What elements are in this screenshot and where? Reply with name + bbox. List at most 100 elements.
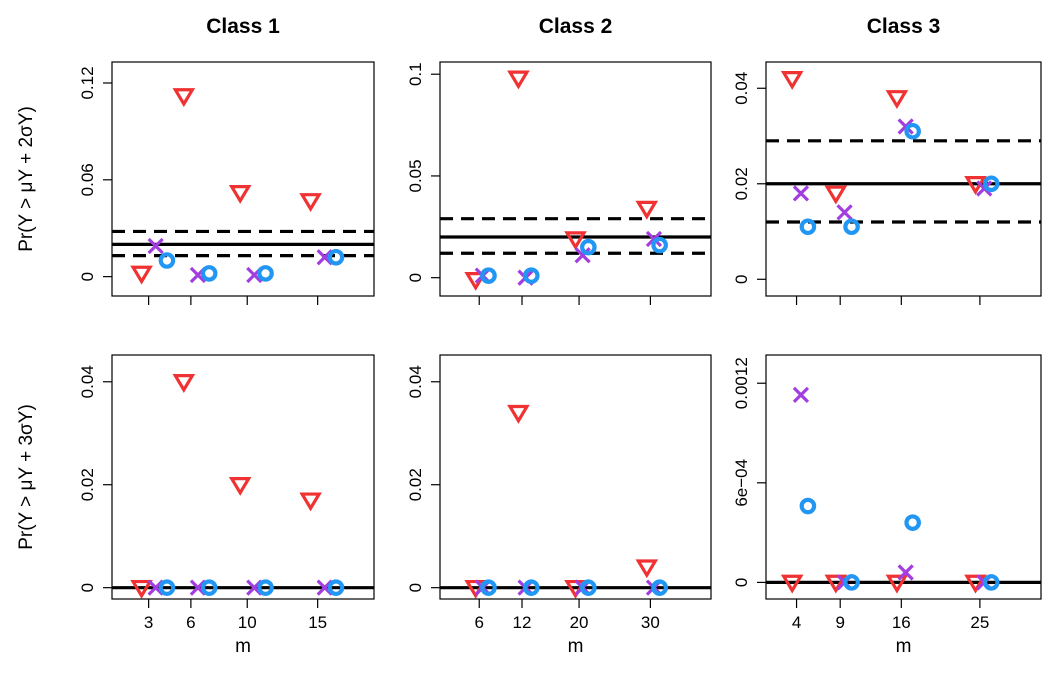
panel-1-1: 0 0.02 0.04 6 12 20 30 m: [406, 354, 712, 657]
y-tick-label: 0: [78, 583, 97, 592]
cross-point: [897, 564, 914, 581]
cross-point: [792, 386, 810, 403]
plot-frame: [111, 61, 375, 297]
circle-point: [158, 579, 176, 596]
circle-point: [327, 248, 345, 266]
panel-title: Class 1: [206, 15, 280, 38]
triangle-point: [299, 492, 322, 512]
plot-frame: [765, 354, 1042, 600]
x-tick-label: 30: [641, 613, 660, 632]
marks: [780, 386, 1000, 594]
plot-frame: [439, 354, 712, 600]
y-tick-label: 0.12: [78, 66, 97, 99]
marks: [464, 404, 668, 599]
marks: [130, 374, 345, 599]
circle-point: [982, 175, 1000, 193]
triangle-point: [964, 574, 987, 594]
y-axis-label: Pr(Y > μY + 2σY): [16, 106, 37, 252]
circle-point: [580, 579, 597, 596]
y-tick-label: 0: [732, 275, 751, 284]
y-tick-label: 0.02: [732, 167, 751, 200]
y-tick-label: 0.05: [406, 159, 425, 192]
triangle-point: [228, 184, 252, 204]
circle-point: [522, 267, 540, 284]
triangle-point: [885, 90, 909, 110]
triangle-point: [824, 574, 848, 594]
triangle-point: [635, 200, 659, 220]
circle-point: [158, 252, 176, 269]
cross-point: [897, 118, 914, 135]
triangle-point: [299, 193, 322, 212]
y-tick-label: 6e−04: [732, 459, 751, 507]
x-tick-label: 9: [835, 613, 844, 632]
triangle-point: [635, 559, 659, 579]
circle-point: [843, 574, 860, 591]
circle-point: [480, 267, 497, 284]
panel-0-1: Class 2 0 0.05 0.1: [406, 15, 712, 305]
x-tick-label: 16: [892, 613, 911, 632]
triangle-point: [228, 477, 252, 496]
y-tick-label: 0: [732, 578, 751, 587]
x-tick-label: 20: [570, 613, 589, 632]
circle-point: [480, 579, 497, 596]
circle-point: [799, 497, 817, 515]
circle-point: [982, 574, 1000, 591]
panel-0-0: Class 1 0 0.06 0.12 Pr(Y > μY + 2σY): [16, 15, 375, 305]
circle-point: [522, 579, 540, 596]
x-tick-label: 6: [186, 613, 195, 632]
panel-title: Class 2: [539, 15, 613, 38]
circle-point: [651, 236, 668, 254]
x-tick-label: 12: [513, 613, 532, 632]
x-tick-label: 6: [474, 613, 483, 632]
cross-point: [645, 230, 663, 248]
panel-1-0: 0 0.02 0.04 3 6 10 15 m Pr(Y > μY + 3σY): [16, 354, 375, 657]
plot-frame: [439, 61, 712, 297]
triangle-point: [172, 88, 196, 108]
y-tick-label: 0: [406, 583, 425, 592]
panel-1-2: 0 6e−04 0.0012 4 9 16 25 m: [732, 354, 1042, 657]
cross-point: [574, 247, 591, 264]
circle-point: [904, 514, 921, 531]
x-axis-label: m: [235, 636, 251, 657]
triangle-point: [780, 574, 804, 594]
y-tick-label: 0: [78, 272, 97, 281]
cross-point: [976, 180, 993, 197]
triangle-point: [172, 374, 196, 393]
circle-point: [257, 579, 274, 596]
triangle-point: [564, 231, 587, 251]
circle-point: [651, 579, 668, 596]
y-tick-label: 0.02: [406, 468, 425, 501]
cross-point: [147, 237, 164, 255]
circle-point: [200, 265, 218, 282]
triangle-point: [507, 404, 530, 424]
y-tick-label: 0.06: [78, 163, 97, 196]
circle-point: [257, 265, 274, 282]
triangle-point: [780, 70, 804, 90]
marks: [780, 70, 1000, 236]
x-tick-label: 3: [144, 613, 153, 632]
x-tick-label: 15: [308, 613, 327, 632]
y-axis-label: Pr(Y > μY + 3σY): [16, 404, 37, 550]
plot-frame: [765, 61, 1042, 297]
triangle-point: [130, 579, 153, 599]
cross-point: [792, 185, 810, 202]
x-tick-label: 25: [970, 613, 989, 632]
marks: [464, 70, 668, 291]
y-tick-label: 0: [406, 273, 425, 282]
y-tick-label: 0.04: [406, 365, 425, 398]
circle-point: [200, 579, 218, 596]
cross-point: [836, 204, 853, 221]
circle-point: [799, 218, 817, 236]
x-tick-label: 4: [792, 613, 801, 632]
triangle-point: [885, 574, 909, 594]
circle-point: [327, 579, 345, 596]
plot-frame: [111, 354, 375, 600]
y-tick-label: 0.04: [732, 72, 751, 105]
panel-title: Class 3: [867, 15, 941, 38]
y-tick-label: 0.0012: [732, 357, 751, 409]
y-tick-label: 0.02: [78, 468, 97, 501]
y-tick-label: 0.1: [406, 62, 425, 86]
triangle-point: [130, 265, 153, 285]
circle-point: [580, 238, 597, 256]
